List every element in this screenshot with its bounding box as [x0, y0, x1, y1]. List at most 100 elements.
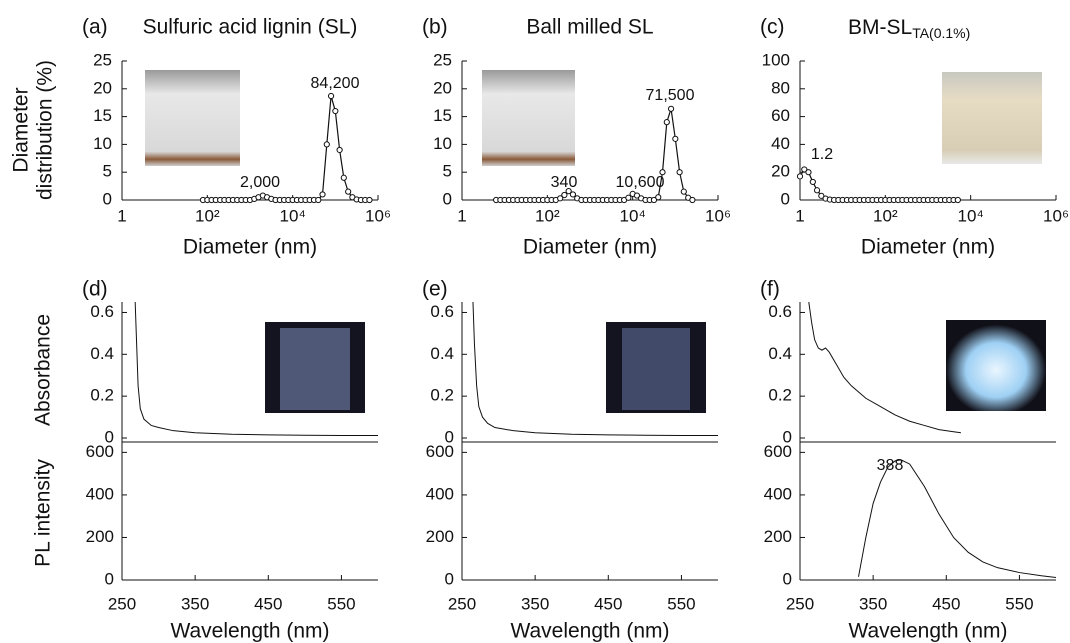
x-tick-label: 550: [667, 594, 695, 613]
annotation: 388: [877, 457, 904, 474]
x-tick-label: 10⁶: [1043, 206, 1069, 225]
y-axis-title: Absorbance: [32, 314, 55, 426]
y-tick-label: 20: [93, 78, 112, 97]
x-axis-title: Diameter (nm): [183, 236, 317, 259]
spectrum-line: [808, 301, 961, 434]
x-tick-label: 350: [521, 594, 549, 613]
x-axis-title: Wavelength (nm): [170, 620, 329, 643]
x-tick-label: 450: [932, 594, 960, 613]
title-subscript: TA(0.1%): [912, 25, 970, 41]
y-tick-label: 0.6: [430, 302, 454, 321]
x-tick-label: 10⁴: [280, 206, 306, 225]
y-tick-label: 0.2: [90, 386, 114, 405]
y-tick-label: 10: [93, 134, 112, 153]
x-tick-label: 250: [786, 594, 814, 613]
annotation: 340: [551, 174, 578, 191]
data-point: [689, 196, 696, 204]
y-tick-label: 0: [781, 189, 790, 208]
x-tick-label: 450: [254, 594, 282, 613]
x-axis-title: Wavelength (nm): [510, 620, 669, 643]
y-tick-label: 5: [103, 162, 112, 181]
y-tick-label: 0.6: [90, 302, 114, 321]
data-point: [569, 191, 577, 198]
spectrum-line: [134, 301, 378, 436]
y-tick-label: 0.2: [768, 386, 792, 405]
data-point: [954, 196, 961, 204]
y-tick-label: 80: [771, 78, 790, 97]
y-tick-label: 15: [433, 106, 452, 125]
y-tick-label: 0.2: [430, 386, 454, 405]
photo: [622, 328, 690, 410]
data-point: [672, 135, 679, 142]
y-tick-label: 0.6: [768, 302, 792, 321]
panel-label: (d): [82, 278, 108, 301]
x-tick-label: 350: [181, 594, 209, 613]
panel-label: (f): [760, 278, 780, 301]
y-tick-label: 10: [433, 134, 452, 153]
data-point: [801, 166, 808, 173]
x-axis-title: Diameter (nm): [861, 236, 995, 259]
y-tick-label: 0.4: [430, 344, 454, 363]
annotation: 2,000: [240, 174, 280, 191]
panel-title: Ball milled SL: [526, 16, 653, 39]
panel-title: Sulfuric acid lignin (SL): [143, 16, 358, 39]
x-tick-label: 1: [795, 206, 804, 225]
y-tick-label: 400: [86, 484, 114, 503]
x-tick-label: 10⁶: [705, 206, 731, 225]
y-tick-label: 400: [764, 484, 792, 503]
x-axis-title: Diameter (nm): [523, 236, 657, 259]
x-axis-title: Wavelength (nm): [848, 620, 1007, 643]
data-point: [818, 192, 825, 199]
y-tick-label: 400: [426, 484, 454, 503]
data-point: [345, 188, 352, 195]
y-tick-label: 0: [783, 427, 792, 446]
data-point: [565, 188, 572, 195]
annotation: 10,600: [616, 174, 665, 191]
data-point: [336, 146, 343, 154]
x-tick-label: 10⁴: [958, 206, 984, 225]
y-tick-label: 60: [771, 106, 790, 125]
panel-label: (e): [422, 278, 448, 301]
y-tick-label: 15: [93, 106, 112, 125]
photo: [942, 72, 1042, 164]
data-point: [655, 194, 662, 201]
y-tick-label: 0.4: [768, 344, 792, 363]
panel-title: BM-SLTA(0.1%): [848, 16, 970, 41]
y-tick-label: 200: [764, 527, 792, 546]
annotation: 84,200: [311, 75, 360, 92]
x-tick-label: 550: [1005, 594, 1033, 613]
y-tick-label: 20: [771, 162, 790, 181]
y-tick-label: 40: [771, 134, 790, 153]
data-point: [659, 169, 666, 176]
data-point: [667, 105, 675, 112]
x-tick-label: 250: [108, 594, 136, 613]
y-tick-label: 25: [93, 50, 112, 69]
y-tick-label: 200: [426, 527, 454, 546]
data-point: [340, 174, 347, 181]
data-point: [366, 196, 373, 204]
data-point: [557, 195, 564, 202]
data-point: [625, 194, 632, 201]
x-tick-label: 10⁶: [365, 206, 391, 225]
y-tick-label: 5: [443, 162, 452, 181]
x-tick-label: 10⁴: [620, 206, 646, 225]
data-point: [323, 141, 330, 148]
y-tick-label: 0: [445, 427, 454, 446]
data-point: [663, 119, 670, 126]
panel-label: (b): [422, 16, 448, 39]
y-tick-label: 0: [443, 189, 452, 208]
data-point: [327, 92, 335, 100]
y-axis-title: distribution (%): [34, 60, 57, 200]
spectrum-line: [858, 459, 1057, 578]
y-tick-label: 0: [105, 569, 114, 588]
y-tick-label: 0: [783, 569, 792, 588]
title-main: BM-SL: [848, 16, 912, 39]
spectrum-line: [472, 301, 718, 436]
y-tick-label: 20: [433, 78, 452, 97]
y-tick-label: 25: [433, 50, 452, 69]
annotation: 71,500: [646, 87, 695, 104]
x-tick-label: 350: [859, 594, 887, 613]
photo: [482, 70, 575, 166]
y-axis-title: Diameter: [10, 87, 33, 172]
